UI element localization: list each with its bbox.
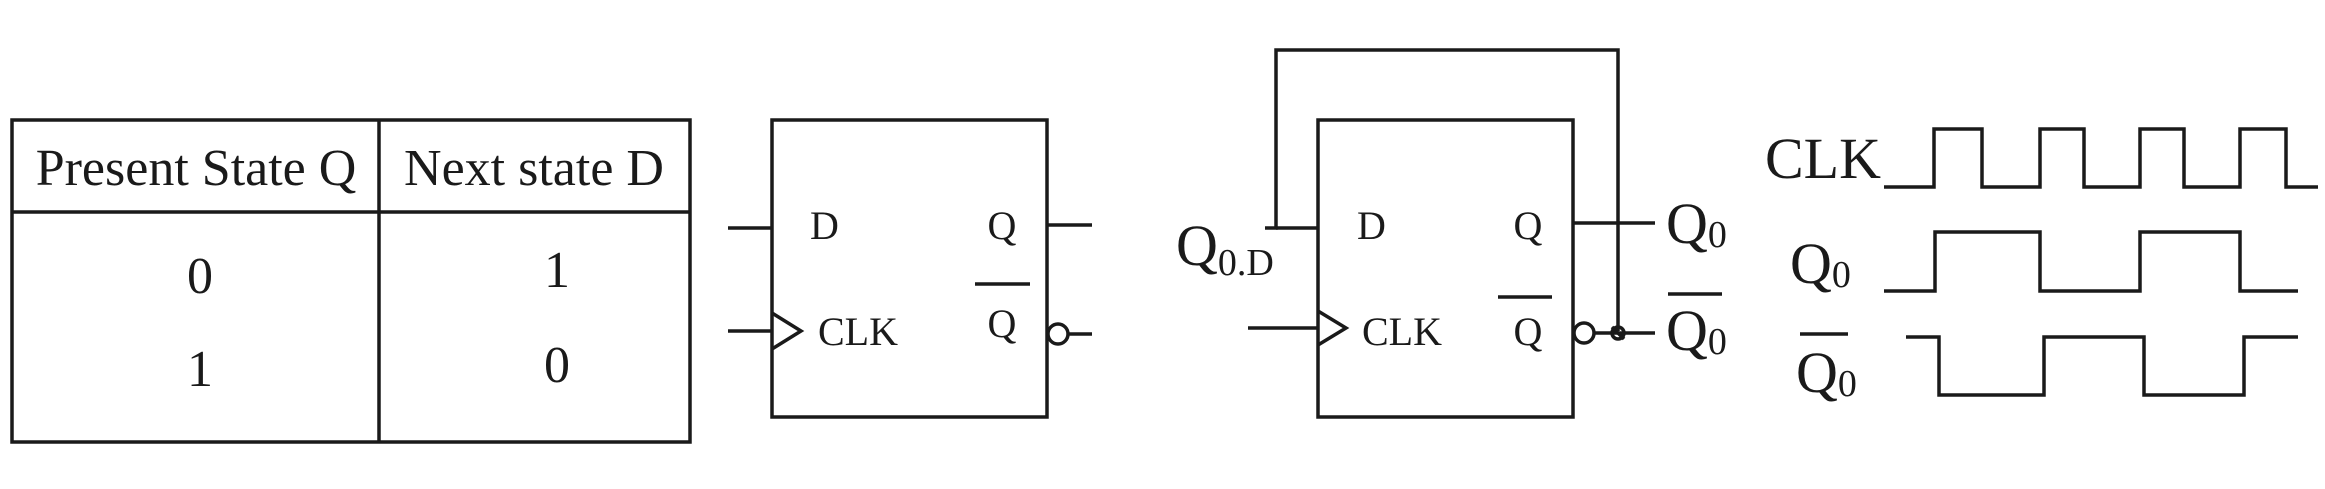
timing-diagram: CLK Q0 Q0 <box>1765 126 2318 405</box>
flipflop-a-pin-q: Q <box>988 203 1017 248</box>
timing-q0-label: Q0 <box>1790 231 1851 296</box>
flipflop-b-input-label: Q0.D <box>1176 213 1274 284</box>
table-header-next-state: Next state D <box>404 140 664 197</box>
flipflop-b-pin-qbar: Q <box>1514 309 1543 354</box>
truth-table: Present State Q Next state D 0 1 1 0 <box>10 118 692 444</box>
timing-q0-sub: 0 <box>1832 254 1851 296</box>
timing-q0bar-sub: 0 <box>1838 363 1857 405</box>
timing-clk-waveform <box>1884 127 2318 189</box>
table-header-present-state: Present State Q <box>36 140 357 197</box>
timing-q0-main: Q <box>1790 231 1832 296</box>
d-flipflop-b: D CLK Q Q Q0.D Q0 Q0 <box>1176 48 1727 419</box>
table-cell-r1-c1: 0 <box>187 248 213 305</box>
feedback-junction-mark <box>1610 325 1626 341</box>
flipflop-b-inversion-bubble <box>1572 321 1596 345</box>
flipflop-b-input-label-main: Q <box>1176 213 1218 278</box>
table-cell-r1-c2: 1 <box>544 242 570 299</box>
timing-q0bar-label: Q0 <box>1796 340 1857 405</box>
flipflop-b-pin-clk: CLK <box>1362 309 1442 354</box>
flipflop-a-clock-triangle <box>771 311 805 351</box>
flipflop-a-pin-clk: CLK <box>818 309 898 354</box>
flipflop-a-pin-qbar: Q <box>988 301 1017 346</box>
feedback-wire <box>1265 48 1620 331</box>
flipflop-b-output-qbar-main: Q <box>1666 298 1708 363</box>
flipflop-a-inversion-bubble <box>1046 322 1070 346</box>
flipflop-b-clock-triangle <box>1317 309 1350 347</box>
timing-q0bar-main: Q <box>1796 340 1838 405</box>
timing-q0bar-waveform <box>1906 335 2298 397</box>
flipflop-b-output-q-label: Q0 <box>1666 191 1727 256</box>
timing-q0-waveform <box>1884 230 2298 293</box>
table-border <box>10 118 692 444</box>
flipflop-b-input-label-sub: 0.D <box>1218 242 1274 284</box>
d-flipflop-a: D CLK Q Q <box>728 118 1092 419</box>
feedback-junction <box>1610 325 1626 341</box>
flipflop-b-pin-q: Q <box>1514 203 1543 248</box>
flipflop-b-body <box>1316 118 1575 419</box>
flipflop-b-output-q-sub: 0 <box>1708 214 1727 256</box>
flipflop-a-body <box>770 118 1049 419</box>
flipflop-a-pin-d: D <box>810 203 839 248</box>
table-cell-r2-c1: 1 <box>187 341 213 398</box>
flipflop-b-output-qbar-sub: 0 <box>1708 321 1727 363</box>
timing-clk-label: CLK <box>1765 126 1881 191</box>
flipflop-b-output-q-main: Q <box>1666 191 1708 256</box>
table-cell-r2-c2: 0 <box>544 337 570 394</box>
flipflop-b-output-qbar-label: Q0 <box>1666 298 1727 363</box>
flipflop-b-pin-d: D <box>1357 203 1386 248</box>
